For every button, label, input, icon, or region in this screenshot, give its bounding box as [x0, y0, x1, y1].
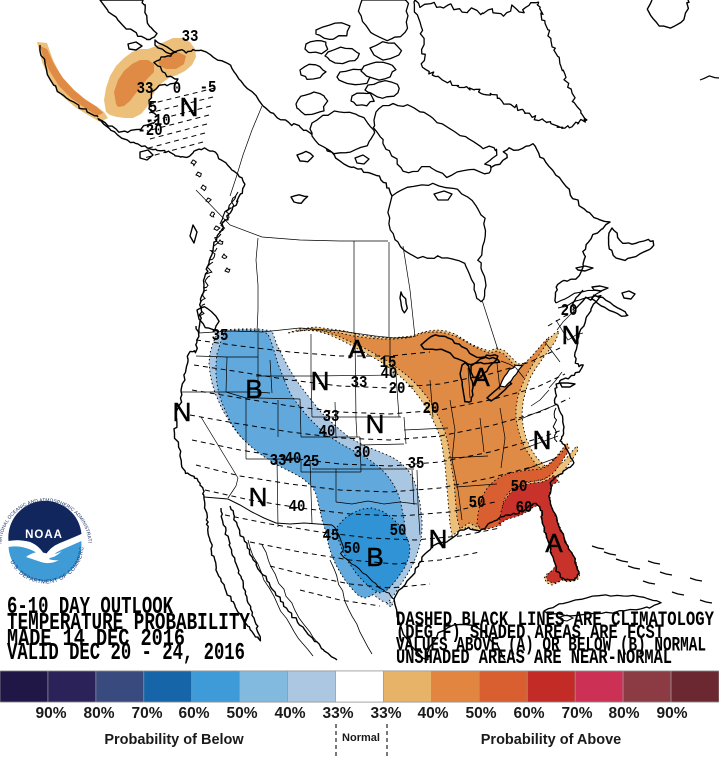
- svg-text:33: 33: [137, 79, 154, 99]
- svg-text:60%: 60%: [513, 705, 544, 722]
- svg-text:15: 15: [380, 353, 397, 373]
- svg-text:N: N: [562, 320, 581, 350]
- svg-text:20: 20: [423, 399, 440, 419]
- svg-text:20: 20: [389, 379, 406, 399]
- svg-text:Probability of Above: Probability of Above: [481, 732, 621, 748]
- svg-text:40%: 40%: [274, 705, 305, 722]
- svg-text:40: 40: [289, 497, 306, 517]
- svg-text:6-10 DAY OUTLOOK: 6-10 DAY OUTLOOK: [7, 595, 173, 621]
- svg-text:50: 50: [511, 477, 528, 497]
- svg-text:60: 60: [516, 498, 533, 518]
- svg-text:UNSHADED AREAS ARE NEAR-NORMAL: UNSHADED AREAS ARE NEAR-NORMAL: [396, 647, 672, 669]
- svg-text:A: A: [472, 362, 490, 392]
- svg-text:TEMPERATURE PROBABILITY: TEMPERATURE PROBABILITY: [7, 611, 250, 637]
- svg-text:50%: 50%: [226, 705, 257, 722]
- svg-text:33: 33: [182, 27, 199, 47]
- svg-text:40: 40: [381, 364, 398, 384]
- svg-text:(DEG F) SHADED AREAS ARE FCST: (DEG F) SHADED AREAS ARE FCST: [396, 622, 664, 644]
- svg-text:-5: -5: [200, 78, 217, 98]
- svg-text:30: 30: [354, 443, 371, 463]
- svg-text:NOAA: NOAA: [25, 529, 63, 541]
- svg-text:90%: 90%: [35, 705, 66, 722]
- svg-text:33: 33: [270, 451, 287, 471]
- svg-text:VALID DEC 20 - 24, 2016: VALID DEC 20 - 24, 2016: [7, 641, 245, 667]
- svg-text:50%: 50%: [465, 705, 496, 722]
- svg-text:45: 45: [323, 526, 340, 546]
- svg-text:90%: 90%: [656, 705, 687, 722]
- svg-text:A: A: [348, 334, 366, 364]
- svg-text:33: 33: [323, 407, 340, 427]
- svg-text:N: N: [429, 524, 448, 554]
- svg-text:40: 40: [319, 422, 336, 442]
- svg-text:40%: 40%: [417, 705, 448, 722]
- svg-text:N: N: [533, 425, 552, 455]
- svg-text:N: N: [180, 92, 199, 122]
- svg-text:0: 0: [173, 79, 181, 99]
- svg-text:VALUES ABOVE (A) OR BELOW (B): VALUES ABOVE (A) OR BELOW (B) NORMAL: [396, 635, 706, 657]
- svg-text:N: N: [366, 409, 385, 439]
- svg-text:80%: 80%: [608, 705, 639, 722]
- svg-text:80%: 80%: [83, 705, 114, 722]
- svg-text:N: N: [249, 482, 268, 512]
- svg-text:60%: 60%: [178, 705, 209, 722]
- svg-text:50: 50: [390, 521, 407, 541]
- svg-text:MADE 14 DEC 2016: MADE 14 DEC 2016: [7, 627, 185, 653]
- svg-text:33: 33: [351, 373, 368, 393]
- svg-text:33%: 33%: [370, 705, 401, 722]
- svg-text:35: 35: [408, 454, 425, 474]
- svg-text:33%: 33%: [322, 705, 353, 722]
- svg-text:-20: -20: [137, 121, 162, 141]
- svg-text:Probability of Below: Probability of Below: [104, 732, 244, 748]
- svg-text:N: N: [173, 397, 192, 427]
- svg-text:Normal: Normal: [342, 732, 380, 744]
- svg-text:DASHED BLACK LINES ARE CLIMATO: DASHED BLACK LINES ARE CLIMATOLOGY: [396, 609, 714, 631]
- svg-text:70%: 70%: [561, 705, 592, 722]
- svg-text:-10: -10: [145, 111, 170, 131]
- svg-text:5: 5: [149, 98, 157, 118]
- svg-text:50: 50: [469, 493, 486, 513]
- svg-text:B: B: [245, 374, 262, 404]
- svg-text:50: 50: [344, 539, 361, 559]
- svg-text:35: 35: [212, 326, 229, 346]
- svg-text:20: 20: [561, 301, 578, 321]
- svg-text:25: 25: [303, 452, 320, 472]
- svg-text:U.S. DEPARTMENT OF COMMERCE: U.S. DEPARTMENT OF COMMERCE: [0, 0, 86, 586]
- svg-text:N: N: [311, 366, 330, 396]
- svg-text:NATIONAL OCEANIC AND ATMOSPHER: NATIONAL OCEANIC AND ATMOSPHERIC ADMINIS…: [0, 0, 92, 544]
- svg-text:40: 40: [285, 449, 302, 469]
- svg-text:70%: 70%: [131, 705, 162, 722]
- svg-text:B: B: [366, 542, 383, 572]
- svg-text:A: A: [545, 528, 563, 558]
